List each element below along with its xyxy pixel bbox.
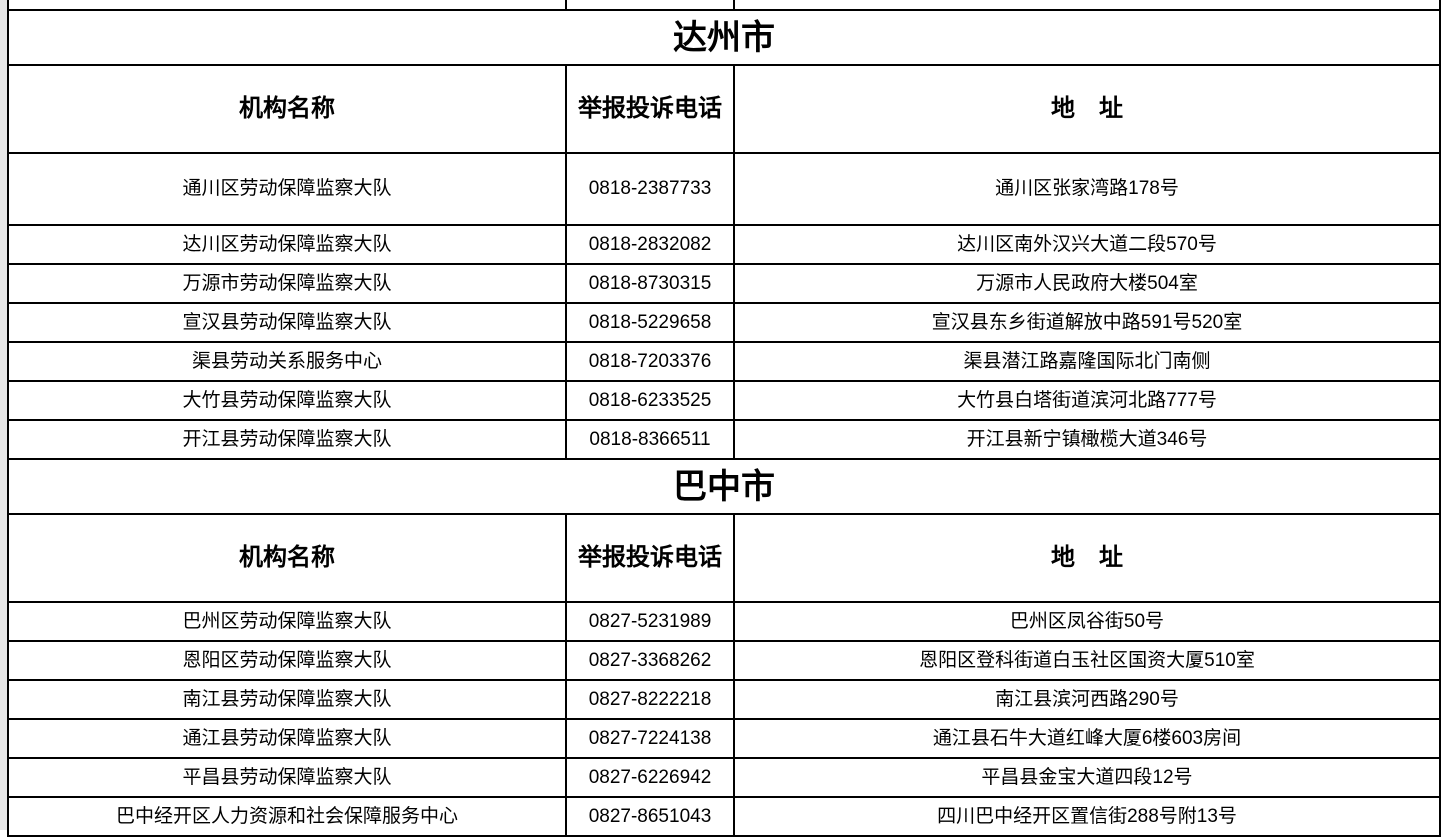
header-address: 地 址: [733, 64, 1441, 154]
phone-number: 0818-2387733: [565, 152, 735, 226]
table-row: 通川区劳动保障监察大队 0818-2387733 通川区张家湾路178号: [7, 152, 1441, 226]
phone-number: 0827-8651043: [565, 796, 735, 837]
header-row: 机构名称 举报投诉电话地 址: [7, 64, 1441, 154]
address: 达川区南外汉兴大道二段570号: [733, 224, 1441, 265]
header-row: 机构名称 举报投诉电话地 址: [7, 513, 1441, 603]
org-name: 宣汉县劳动保障监察大队: [7, 302, 567, 343]
page-margin: [0, 0, 7, 830]
address: 大竹县白塔街道滨河北路777号: [733, 380, 1441, 421]
org-name: 达川区劳动保障监察大队: [7, 224, 567, 265]
header-phone: 举报投诉电话: [565, 64, 735, 154]
org-name: 渠县劳动关系服务中心: [7, 341, 567, 382]
header-name: 机构名称: [7, 64, 567, 154]
phone-number: 0827-5231989: [565, 601, 735, 642]
address: 南江县滨河西路290号: [733, 679, 1441, 720]
address: 开江县新宁镇橄榄大道346号: [733, 419, 1441, 460]
org-name: 通江县劳动保障监察大队: [7, 718, 567, 759]
phone-number: 0827-6226942: [565, 757, 735, 798]
city-title: 巴中市: [7, 458, 1441, 515]
phone-number: 0827-3368262: [565, 640, 735, 681]
phone-number: 0818-7203376: [565, 341, 735, 382]
header-phone: 举报投诉电话: [565, 513, 735, 603]
city-title: 达州市: [7, 9, 1441, 66]
city-title-row: 巴中市: [7, 458, 1441, 515]
table-row: 达川区劳动保障监察大队 0818-2832082 达川区南外汉兴大道二段570号: [7, 224, 1441, 265]
phone-number: 0818-6233525: [565, 380, 735, 421]
address: 通江县石牛大道红峰大厦6楼603房间: [733, 718, 1441, 759]
address: 恩阳区登科街道白玉社区国资大厦510室: [733, 640, 1441, 681]
table-row: 通江县劳动保障监察大队 0827-7224138 通江县石牛大道红峰大厦6楼603房…: [7, 718, 1441, 759]
city-title-row: 达州市: [7, 9, 1441, 66]
address: 万源市人民政府大楼504室: [733, 263, 1441, 304]
org-name: 通川区劳动保障监察大队: [7, 152, 567, 226]
phone-number: 0818-5229658: [565, 302, 735, 343]
org-name: 开江县劳动保障监察大队: [7, 419, 567, 460]
table-row: 恩阳区劳动保障监察大队 0827-3368262 恩阳区登科街道白玉社区国资大厦51…: [7, 640, 1441, 681]
org-name: 南江县劳动保障监察大队: [7, 679, 567, 720]
table-row: 巴州区劳动保障监察大队 0827-5231989 巴州区凤谷街50号: [7, 601, 1441, 642]
table-row: 开江县劳动保障监察大队 0818-8366511 开江县新宁镇橄榄大道346号: [7, 419, 1441, 460]
phone-number: 0818-8366511: [565, 419, 735, 460]
org-name: 大竹县劳动保障监察大队: [7, 380, 567, 421]
address: 巴州区凤谷街50号: [733, 601, 1441, 642]
org-name: 万源市劳动保障监察大队: [7, 263, 567, 304]
contact-table: 达州市 机构名称 举报投诉电话地 址通川区劳动保障监察大队 0818-2387733 通…: [7, 0, 1441, 837]
org-name: 平昌县劳动保障监察大队: [7, 757, 567, 798]
org-name: 恩阳区劳动保障监察大队: [7, 640, 567, 681]
address: 平昌县金宝大道四段12号: [733, 757, 1441, 798]
address: 四川巴中经开区置信街288号附13号: [733, 796, 1441, 837]
table-row: 平昌县劳动保障监察大队 0827-6226942 平昌县金宝大道四段12号: [7, 757, 1441, 798]
header-name: 机构名称: [7, 513, 567, 603]
table-row: 宣汉县劳动保障监察大队 0818-5229658 宣汉县东乡街道解放中路591号52…: [7, 302, 1441, 343]
address: 渠县潜江路嘉隆国际北门南侧: [733, 341, 1441, 382]
table-row: 渠县劳动关系服务中心 0818-7203376 渠县潜江路嘉隆国际北门南侧: [7, 341, 1441, 382]
table-row: 巴中经开区人力资源和社会保障服务中心 0827-8651043 四川巴中经开区置信街…: [7, 796, 1441, 837]
address: 宣汉县东乡街道解放中路591号520室: [733, 302, 1441, 343]
table-row: 南江县劳动保障监察大队 0827-8222218 南江县滨河西路290号: [7, 679, 1441, 720]
phone-number: 0827-8222218: [565, 679, 735, 720]
org-name: 巴中经开区人力资源和社会保障服务中心: [7, 796, 567, 837]
header-address: 地 址: [733, 513, 1441, 603]
org-name: 巴州区劳动保障监察大队: [7, 601, 567, 642]
address: 通川区张家湾路178号: [733, 152, 1441, 226]
phone-number: 0827-7224138: [565, 718, 735, 759]
table-row: 大竹县劳动保障监察大队 0818-6233525 大竹县白塔街道滨河北路777号: [7, 380, 1441, 421]
previous-row-partial: [7, 0, 1441, 11]
phone-number: 0818-8730315: [565, 263, 735, 304]
phone-number: 0818-2832082: [565, 224, 735, 265]
table-row: 万源市劳动保障监察大队 0818-8730315 万源市人民政府大楼504室: [7, 263, 1441, 304]
